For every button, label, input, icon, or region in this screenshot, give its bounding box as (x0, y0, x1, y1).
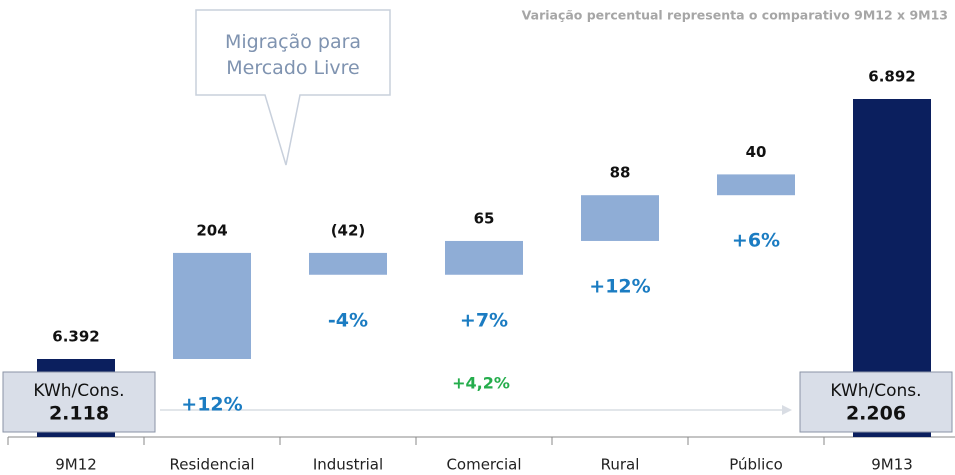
x-tick-label: Industrial (313, 456, 383, 474)
value-label: 65 (474, 209, 495, 227)
kwh-box (799, 371, 953, 433)
x-tick-label: Público (729, 456, 783, 474)
x-tick-label: 9M12 (55, 456, 97, 474)
value-label: (42) (331, 221, 366, 239)
kwh-box-label: KWh/Cons. (830, 381, 921, 401)
bar (309, 252, 387, 275)
bar (581, 195, 659, 241)
value-label: 204 (196, 221, 227, 239)
callout-shape (195, 9, 391, 166)
x-tick-label: 9M13 (871, 456, 913, 474)
bar (445, 240, 523, 275)
value-label: 6.392 (52, 328, 99, 346)
x-tick-label: Comercial (446, 456, 521, 474)
change-label: +12% (181, 394, 242, 416)
x-tick-label: Residencial (170, 456, 255, 474)
value-label: 6.892 (868, 68, 915, 86)
value-label: 40 (746, 143, 767, 161)
kwh-box (2, 371, 156, 433)
change-label: +12% (589, 275, 650, 297)
note: Variação percentual representa o compara… (522, 8, 948, 23)
bar (717, 174, 795, 196)
kwh-box-value: 2.118 (49, 403, 109, 425)
change-label: +7% (460, 309, 508, 331)
callout-text: Migração para Mercado Livre (225, 31, 361, 79)
value-label: 88 (610, 164, 631, 182)
change-label: -4% (328, 309, 368, 331)
total-change: +4,2% (452, 374, 510, 393)
x-tick-label: Rural (601, 456, 640, 474)
bar (173, 252, 251, 359)
kwh-box-value: 2.206 (846, 403, 906, 425)
kwh-box-label: KWh/Cons. (33, 381, 124, 401)
change-label: +6% (732, 230, 780, 252)
trend-arrow-head (782, 405, 792, 415)
